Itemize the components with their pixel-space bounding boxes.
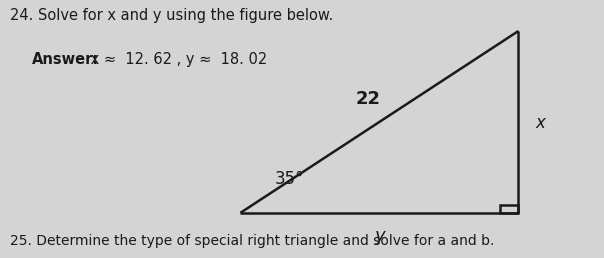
Text: x: x xyxy=(536,114,546,132)
Text: 24. Solve for x and y using the figure below.: 24. Solve for x and y using the figure b… xyxy=(10,8,333,23)
Text: 22: 22 xyxy=(355,90,381,108)
Bar xyxy=(500,205,518,213)
Text: x ≈  12. 62 , y ≈  18. 02: x ≈ 12. 62 , y ≈ 18. 02 xyxy=(86,52,267,67)
Text: 35°: 35° xyxy=(275,170,304,188)
Text: Answer:: Answer: xyxy=(32,52,99,67)
Text: 25. Determine the type of special right triangle and solve for a and b.: 25. Determine the type of special right … xyxy=(10,234,495,248)
Text: y: y xyxy=(374,227,385,245)
